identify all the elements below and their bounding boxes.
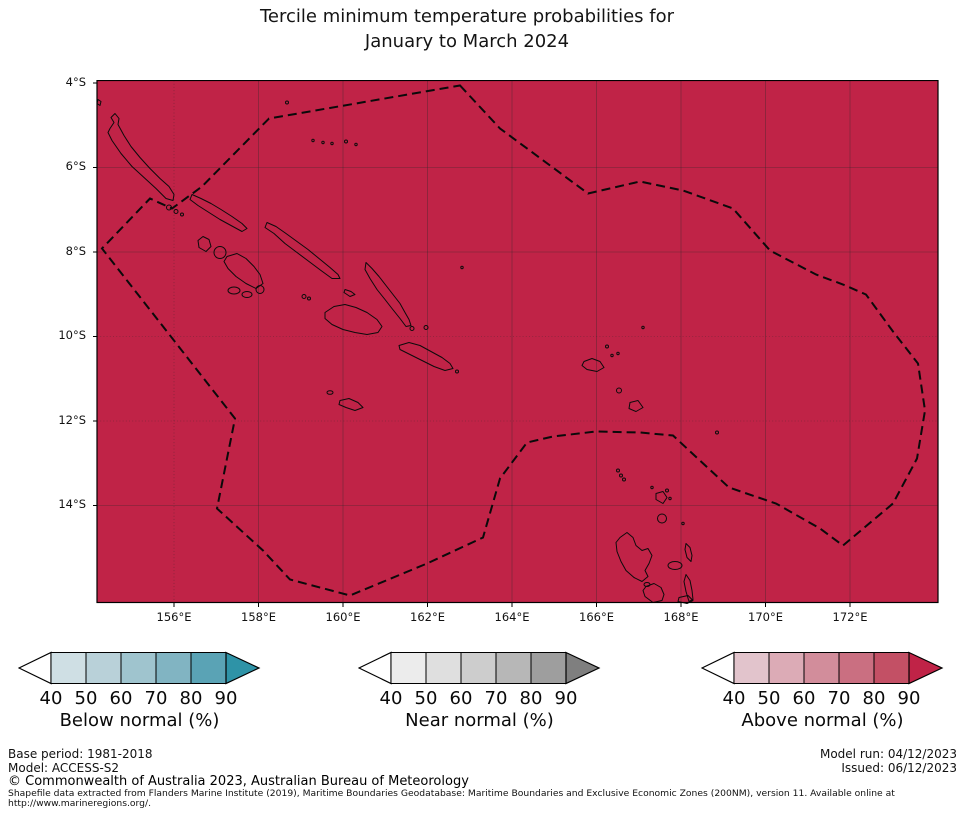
eez-boundary bbox=[100, 84, 927, 597]
colorbar-segment bbox=[85, 652, 122, 684]
colorbar-tick-label: 40 bbox=[379, 688, 403, 709]
colorbar-tick-label: 70 bbox=[144, 688, 168, 709]
legend-group: 40 50 60 70 80 90 Near normal (%) bbox=[357, 651, 601, 743]
legend-group: 40 50 60 70 80 90 Above normal (%) bbox=[700, 651, 944, 743]
y-axis-label: 8°S bbox=[65, 243, 86, 258]
colorbar-tick-label: 80 bbox=[862, 688, 886, 709]
copyright-text: © Commonwealth of Australia 2023, Austra… bbox=[8, 774, 469, 789]
x-axis-label: 156°E bbox=[156, 610, 192, 624]
colorbar bbox=[357, 651, 601, 685]
colorbar-tick-label: 50 bbox=[74, 688, 98, 709]
y-axis-label: 12°S bbox=[58, 412, 86, 427]
colorbar-tick-label: 90 bbox=[554, 688, 578, 709]
colorbar-segment bbox=[50, 652, 87, 684]
legend-group-label: Above normal (%) bbox=[741, 710, 904, 731]
x-axis-label: 168°E bbox=[663, 610, 699, 624]
colorbar bbox=[700, 651, 944, 685]
colorbar-segment bbox=[190, 652, 227, 684]
x-axis-label: 172°E bbox=[832, 610, 868, 624]
y-axis-label: 14°S bbox=[58, 497, 86, 511]
island-outlines bbox=[96, 99, 719, 604]
colorbar-tick-label: 40 bbox=[39, 688, 63, 709]
colorbar-tick-label: 40 bbox=[722, 688, 746, 709]
colorbar-tick-label: 60 bbox=[792, 688, 816, 709]
x-axis-label: 162°E bbox=[410, 610, 445, 624]
base-period-text: Base period: 1981-2018 bbox=[8, 747, 153, 761]
x-axis-label: 164°E bbox=[494, 610, 530, 624]
x-axis-label: 170°E bbox=[748, 610, 783, 624]
legend-group: 40 50 60 70 80 90 Below normal (%) bbox=[17, 651, 261, 743]
colorbar-tick-label: 90 bbox=[214, 688, 238, 709]
colorbar-tick-label: 70 bbox=[827, 688, 851, 709]
graticule bbox=[97, 80, 938, 603]
colorbar-segment bbox=[390, 652, 427, 684]
colorbar-tick-label: 60 bbox=[449, 688, 473, 709]
legend-group-label: Near normal (%) bbox=[405, 710, 554, 731]
colorbar bbox=[17, 651, 261, 685]
y-axis-label: 10°S bbox=[58, 328, 86, 342]
attribution-line1: Shapefile data extracted from Flanders M… bbox=[8, 788, 895, 799]
colorbar-segment bbox=[495, 652, 532, 684]
map-figure bbox=[93, 80, 939, 607]
page-title-line2: January to March 2024 bbox=[364, 31, 570, 52]
colorbar-right-arrow bbox=[908, 651, 944, 685]
colorbar-left-arrow bbox=[357, 651, 392, 685]
colorbar-segment bbox=[155, 652, 192, 684]
map-border bbox=[96, 80, 939, 604]
colorbar-tick-label: 80 bbox=[519, 688, 543, 709]
colorbar-right-arrow bbox=[225, 651, 261, 685]
colorbar-left-arrow bbox=[17, 651, 52, 685]
y-axis-label: 6°S bbox=[65, 159, 86, 173]
colorbar-tick-label: 90 bbox=[897, 688, 921, 709]
colorbar-right-arrow bbox=[565, 651, 601, 685]
colorbar-tick-label: 50 bbox=[757, 688, 781, 709]
colorbar-segment bbox=[873, 652, 910, 684]
colorbar-segment bbox=[120, 652, 157, 684]
x-axis-label: 158°E bbox=[241, 610, 276, 624]
issued-text: Issued: 06/12/2023 bbox=[841, 761, 957, 775]
colorbar-segment bbox=[425, 652, 462, 684]
colorbar-segment bbox=[768, 652, 805, 684]
axis-ticks bbox=[93, 82, 851, 607]
legend-group-label: Below normal (%) bbox=[59, 710, 220, 731]
colorbar-tick-label: 60 bbox=[109, 688, 133, 709]
y-axis-label: 4°S bbox=[65, 74, 86, 89]
colorbar-left-arrow bbox=[700, 651, 735, 685]
colorbar-segment bbox=[803, 652, 840, 684]
colorbar-tick-label: 70 bbox=[484, 688, 508, 709]
colorbar-segment bbox=[530, 652, 567, 684]
model-run-text: Model run: 04/12/2023 bbox=[819, 747, 957, 761]
model-text: Model: ACCESS-S2 bbox=[8, 761, 120, 775]
page-title-line1: Tercile minimum temperature probabilitie… bbox=[259, 6, 675, 27]
colorbar-tick-label: 50 bbox=[414, 688, 438, 709]
colorbar-tick-label: 80 bbox=[179, 688, 203, 709]
colorbar-segment bbox=[838, 652, 875, 684]
attribution-line2: http://www.marineregions.org/. bbox=[8, 798, 151, 809]
x-axis-label: 160°E bbox=[325, 610, 361, 624]
colorbar-segment bbox=[460, 652, 497, 684]
x-axis-label: 166°E bbox=[579, 610, 614, 624]
colorbar-segment bbox=[733, 652, 770, 684]
